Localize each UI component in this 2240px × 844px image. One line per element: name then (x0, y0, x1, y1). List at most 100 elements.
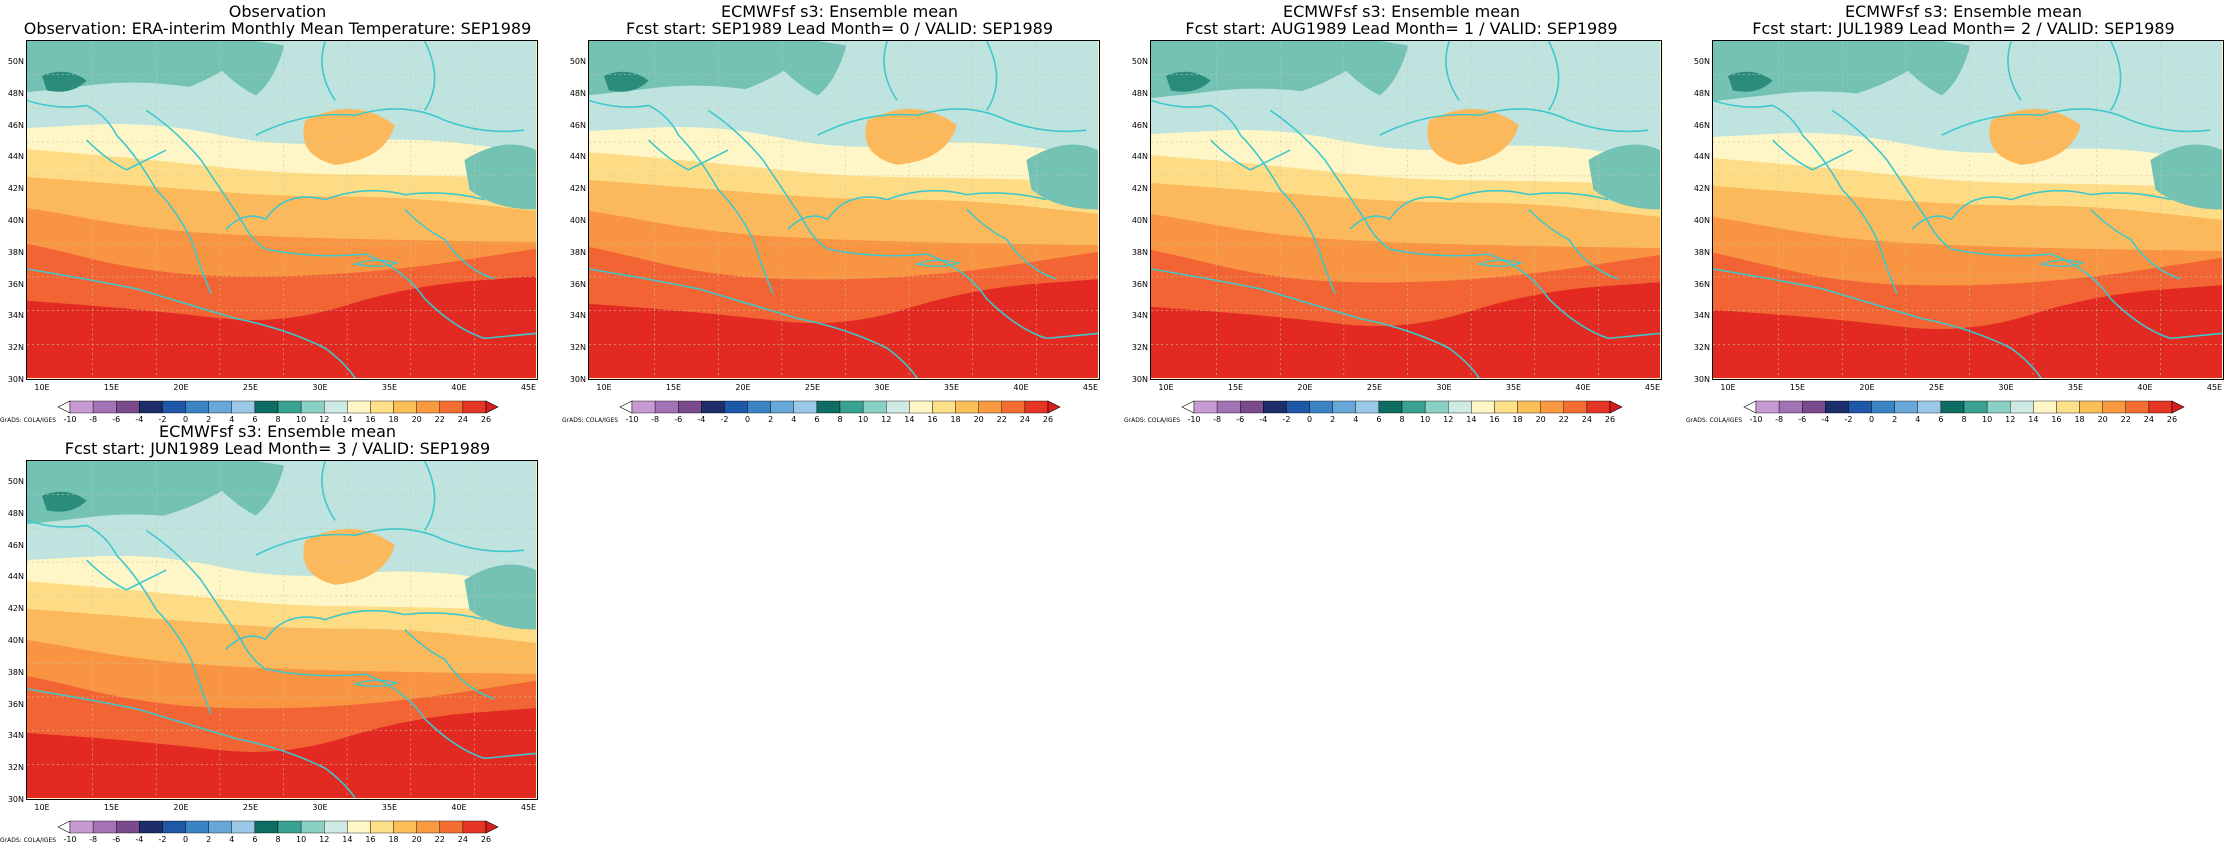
longitude-label: 45E (2206, 383, 2223, 392)
colorbar-swatch (2102, 400, 2126, 414)
colorbar-tick-label: 20 (973, 415, 984, 424)
colorbar-tick-label: -10 (625, 415, 639, 424)
longitude-label: 40E (2137, 383, 2153, 392)
longitude-label: 35E (943, 383, 960, 392)
colorbar-tick-label: -10 (1749, 415, 1763, 424)
colorbar-tick-label: -8 (1213, 415, 1222, 424)
colorbar-swatch (2148, 400, 2173, 414)
colorbar-swatch (724, 400, 748, 414)
colorbar-swatch (462, 820, 487, 834)
grads-label: GrADS: COLA/IGES (1124, 417, 1181, 424)
panel-title-line1: ECMWFsf s3: Ensemble mean (158, 422, 397, 441)
colorbar-tick-label: 6 (252, 415, 258, 424)
colorbar-swatch (231, 820, 256, 834)
latitude-label: 30N (1693, 375, 1710, 384)
colorbar-tick-label: 4 (229, 415, 235, 424)
latitude-label: 48N (7, 88, 24, 98)
longitude-label: 15E (1227, 383, 1244, 392)
colorbar-tick-label: 18 (950, 415, 961, 424)
latitude-label: 32N (569, 343, 586, 353)
colorbar-swatch (1024, 400, 1049, 414)
longitude-label: 25E (1366, 383, 1383, 392)
panel-title-line1: ECMWFsf s3: Ensemble mean (720, 2, 959, 21)
colorbar-tick-label: -6 (1236, 415, 1245, 424)
longitude-label: 25E (1928, 383, 1945, 392)
colorbar-high-triangle (485, 820, 499, 834)
latitude-label: 50N (7, 57, 24, 66)
colorbar-high-triangle (1609, 400, 1623, 414)
color-bar (57, 400, 499, 414)
colorbar-swatch (208, 400, 232, 414)
map-area (588, 40, 1100, 380)
longitude-label: 20E (735, 383, 751, 392)
colorbar-low-triangle (57, 400, 71, 414)
colorbar-low-triangle (1181, 400, 1195, 414)
map-area (1712, 40, 2224, 380)
latitude-label: 44N (7, 572, 24, 582)
colorbar-swatch (1540, 400, 1564, 414)
latitude-label: 42N (569, 184, 586, 194)
colorbar-tick-label: 16 (927, 415, 938, 424)
colorbar-swatch (439, 400, 464, 414)
colorbar-swatch (701, 400, 725, 414)
colorbar-swatch (69, 820, 94, 834)
latitude-label: 38N (7, 667, 24, 677)
longitude-label: 25E (242, 383, 259, 392)
colorbar-swatch (393, 820, 417, 834)
colorbar-swatch (185, 400, 209, 414)
longitude-label: 30E (874, 383, 890, 392)
colorbar-swatch (631, 400, 656, 414)
colorbar-tick-label: 8 (275, 415, 281, 424)
colorbar-swatch (1755, 400, 1780, 414)
colorbar-tick-label: 14 (342, 415, 353, 424)
colorbar-high-triangle (2171, 400, 2185, 414)
latitude-label: 46N (1131, 120, 1148, 130)
panel-title-line2: Fcst start: JUN1989 Lead Month= 3 / VALI… (64, 439, 491, 458)
colorbar-swatch (654, 400, 679, 414)
map-panel-lead-1: ECMWFsf s3: Ensemble mean Fcst start: AU… (1124, 0, 1679, 424)
latitude-label: 36N (569, 279, 586, 289)
colorbar-swatch (862, 400, 887, 414)
colorbar-swatch (439, 820, 464, 834)
colorbar-swatch (254, 820, 279, 834)
colorbar-tick-label: 10 (858, 415, 869, 424)
colorbar-swatch (1802, 400, 1826, 414)
colorbar-tick-label: -6 (112, 415, 121, 424)
color-bar (1743, 400, 2185, 414)
colorbar-tick-label: 24 (1581, 415, 1592, 424)
longitude-label: 30E (1436, 383, 1452, 392)
latitude-label: 32N (1693, 343, 1710, 353)
longitude-label: 25E (804, 383, 821, 392)
colorbar-tick-label: 10 (1982, 415, 1993, 424)
colorbar-tick-label: 16 (365, 415, 376, 424)
latitude-label: 38N (7, 247, 24, 257)
colorbar-swatch (1193, 400, 1218, 414)
colorbar-swatch (2033, 400, 2057, 414)
color-bar (57, 820, 499, 834)
colorbar-tick-label: 26 (1604, 415, 1616, 424)
longitude-label: 25E (242, 803, 259, 812)
colorbar-swatch (1355, 400, 1380, 414)
colorbar-swatch (162, 820, 186, 834)
longitude-label: 20E (173, 383, 189, 392)
latitude-label: 46N (7, 540, 24, 550)
latitude-label: 36N (1131, 279, 1148, 289)
latitude-label: 38N (1131, 247, 1148, 257)
longitude-label: 40E (451, 383, 467, 392)
colorbar-tick-label: 0 (1869, 415, 1875, 424)
longitude-label: 15E (665, 383, 682, 392)
colorbar-tick-label: 20 (411, 415, 422, 424)
colorbar-tick-label: 6 (814, 415, 820, 424)
colorbar-swatch (2125, 400, 2150, 414)
longitude-label: 10E (1720, 383, 1736, 392)
colorbar-swatch (2056, 400, 2080, 414)
latitude-label: 30N (7, 795, 24, 804)
colorbar-tick-label: 8 (1399, 415, 1405, 424)
colorbar-swatch (92, 820, 117, 834)
colorbar-tick-label: -8 (651, 415, 660, 424)
colorbar-tick-label: 24 (2143, 415, 2154, 424)
latitude-label: 46N (1693, 120, 1710, 130)
colorbar-high-triangle (485, 400, 499, 414)
colorbar-swatch (2079, 400, 2103, 414)
latitude-label: 34N (569, 311, 586, 321)
